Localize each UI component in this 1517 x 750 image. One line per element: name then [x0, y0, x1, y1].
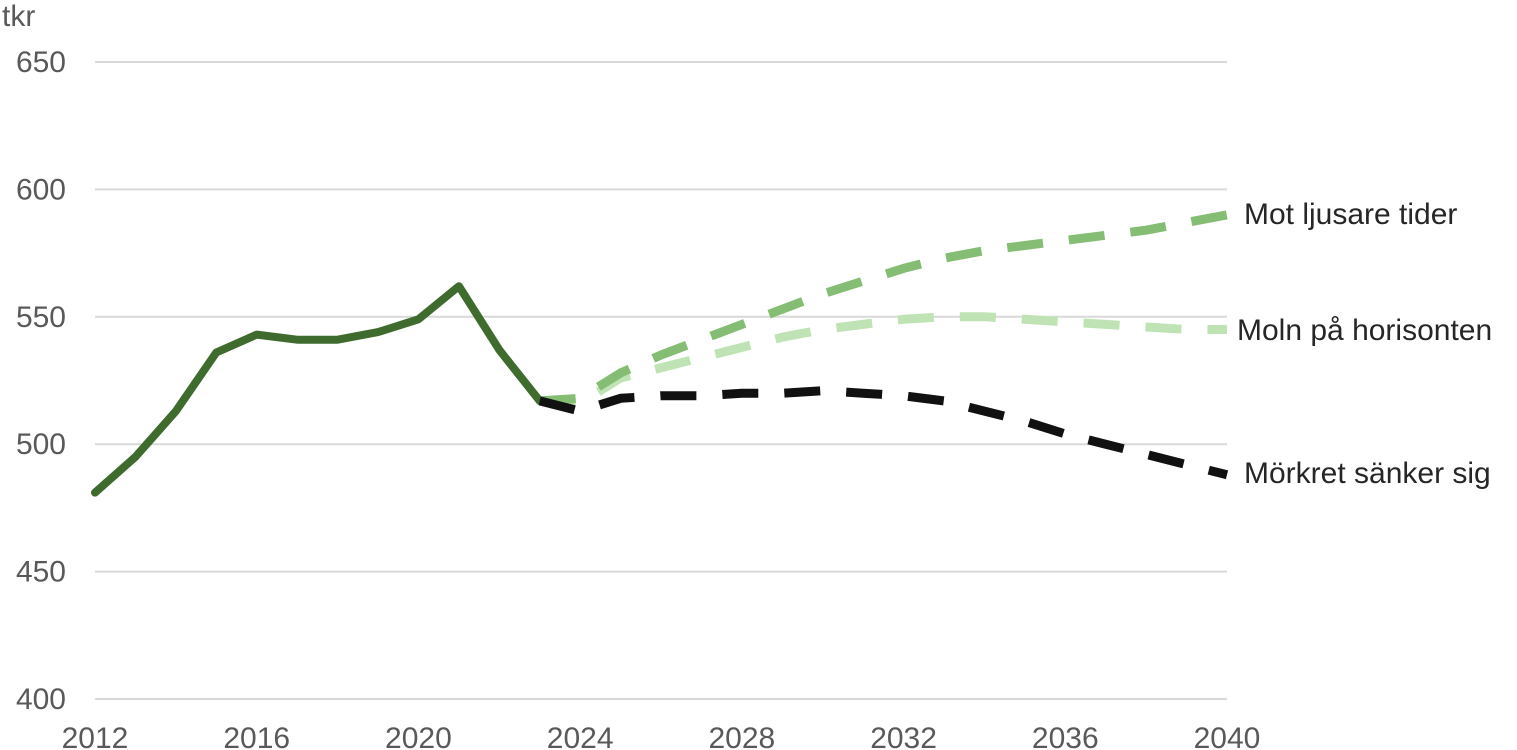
x-tick-label: 2012: [62, 722, 129, 750]
x-tick-label: 2024: [547, 722, 614, 750]
series-line-1: [539, 210, 1228, 406]
series-label-2: Moln på horisonten: [1237, 314, 1492, 347]
gridlines: [95, 61, 1227, 700]
x-tick-label: 2020: [385, 722, 452, 750]
y-tick-label: 650: [16, 46, 66, 79]
x-tick-label: 2036: [1032, 722, 1099, 750]
series-label-3: Mörkret sänker sig: [1244, 457, 1491, 490]
y-tick-label: 600: [16, 173, 66, 206]
series-label-1: Mot ljusare tider: [1244, 198, 1457, 231]
x-tick-label: 2016: [223, 722, 290, 750]
series-group: [91, 210, 1229, 497]
x-tick-label: 2040: [1194, 722, 1261, 750]
series-line-0: [91, 282, 544, 497]
y-tick-label: 550: [16, 301, 66, 334]
x-axis-ticks: 2012 2016 2020 2024 2028 2032 2036 2040: [62, 722, 1261, 750]
y-axis-unit-label: tkr: [2, 0, 35, 33]
x-tick-label: 2028: [708, 722, 775, 750]
series-line-3: [538, 386, 1229, 480]
y-tick-label: 450: [16, 556, 66, 589]
series-line-2: [539, 312, 1227, 408]
y-axis-ticks: 400 450 500 550 600 650: [16, 46, 66, 716]
x-tick-label: 2032: [870, 722, 937, 750]
series-labels: Mot ljusare tider Moln på horisonten Mörkr…: [1237, 198, 1492, 490]
y-tick-label: 500: [16, 428, 66, 461]
y-tick-label: 400: [16, 683, 66, 716]
